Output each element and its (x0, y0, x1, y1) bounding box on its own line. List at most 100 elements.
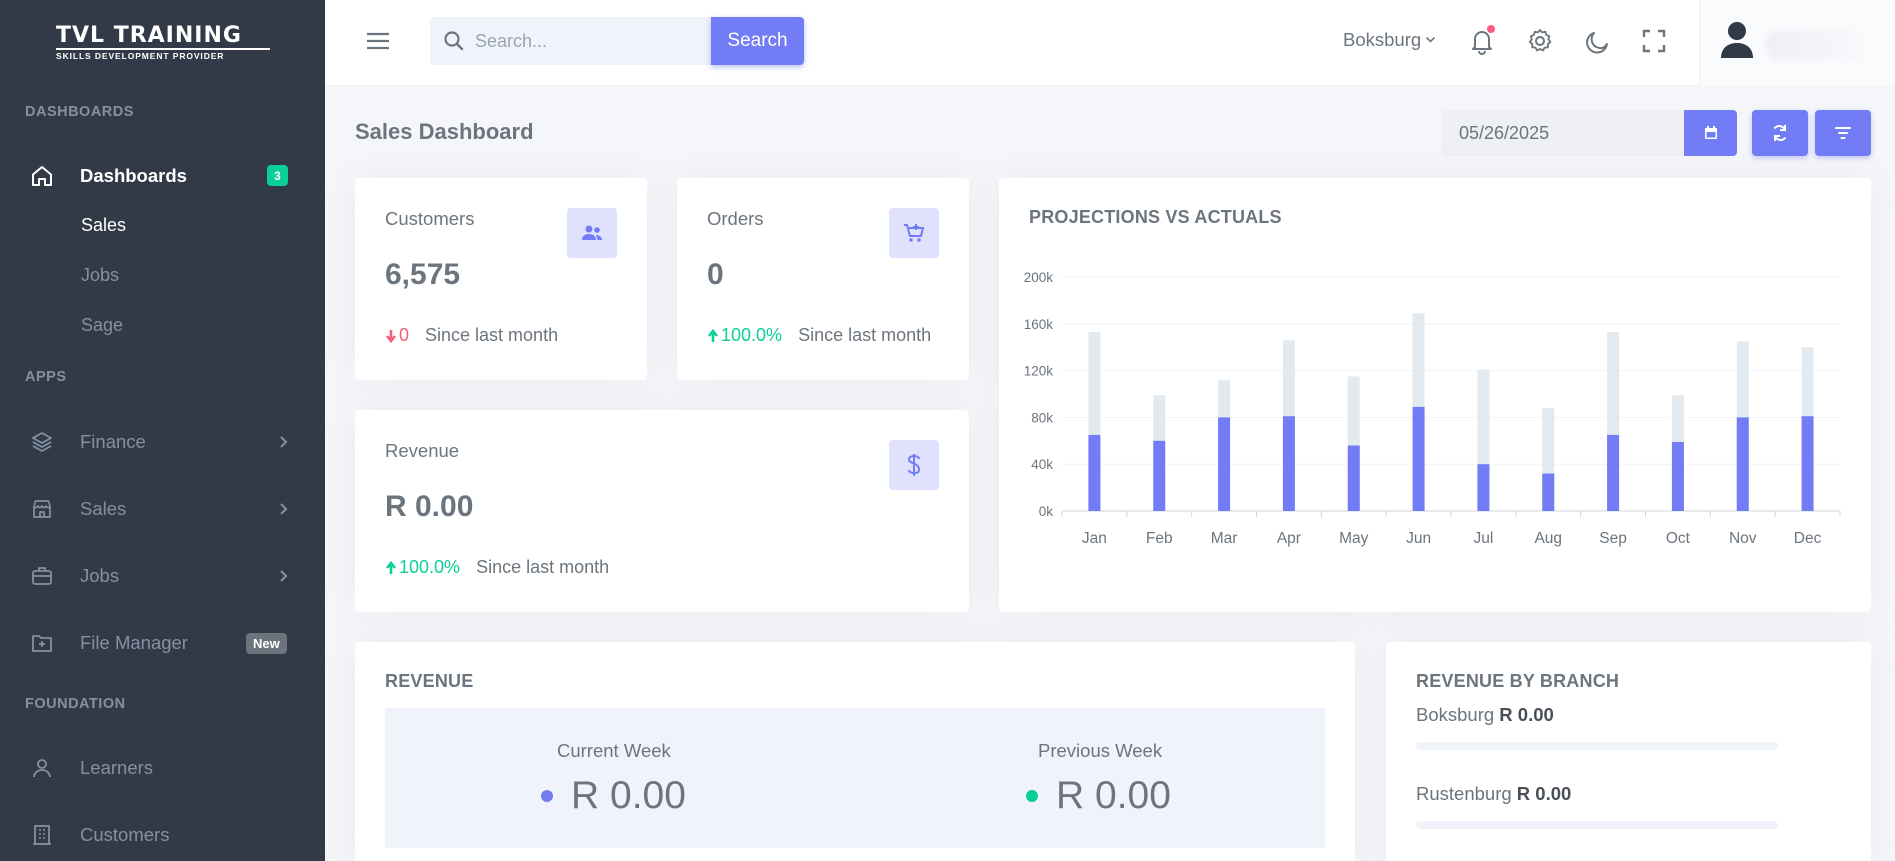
branch-name: Boksburg (1416, 704, 1495, 725)
stat-value: 0 (707, 258, 724, 291)
actual-bar[interactable] (1347, 445, 1360, 511)
sidebar-item-finance[interactable]: Finance (0, 422, 325, 462)
sidebar-item-jobs[interactable]: Jobs (0, 556, 325, 596)
change-indicator: 0 (385, 325, 409, 346)
menu-icon[interactable] (365, 30, 391, 52)
actual-bar[interactable] (1412, 406, 1425, 511)
y-tick-label: 160k (1024, 317, 1054, 332)
y-tick-label: 40k (1031, 457, 1053, 472)
dollar-icon (907, 454, 921, 476)
gear-icon[interactable] (1525, 26, 1555, 56)
stat-footer: 100.0% Since last month (707, 325, 931, 346)
branch-name: Rustenburg (1416, 783, 1512, 804)
previous-week-label: Previous Week (1038, 740, 1163, 761)
revenue-card-title: REVENUE (385, 671, 474, 691)
sidebar-item-label: Customers (80, 824, 170, 845)
stat-value: R 0.00 (385, 490, 474, 523)
x-tick-label: Jun (1406, 530, 1431, 547)
refresh-icon (1773, 125, 1787, 141)
sidebar-subitem-jobs[interactable]: Jobs (81, 265, 120, 285)
search-box (430, 17, 711, 65)
sidebar-item-learners[interactable]: Learners (0, 748, 325, 788)
actual-bar[interactable] (1282, 416, 1295, 511)
layers-icon (32, 432, 52, 452)
branch-value: R 0.00 (1499, 704, 1554, 725)
date-input[interactable] (1441, 110, 1685, 156)
x-tick-label: Mar (1211, 530, 1238, 547)
sidebar-item-dashboards[interactable]: Dashboards 3 (0, 156, 325, 196)
search-input[interactable] (475, 17, 705, 65)
user-menu[interactable] (1699, 0, 1895, 86)
revenue-stat-card: Revenue R 0.00 100.0% Since last month (355, 410, 969, 612)
actual-bar[interactable] (1801, 416, 1814, 511)
briefcase-icon (32, 567, 52, 585)
actual-bar[interactable] (1542, 473, 1555, 511)
user-name-obscured (1766, 30, 1866, 60)
section-title-foundation: FOUNDATION (25, 696, 126, 712)
actual-bar[interactable] (1153, 440, 1166, 511)
section-title-dashboards: DASHBOARDS (25, 104, 134, 120)
chart-title: PROJECTIONS VS ACTUALS (1029, 207, 1282, 227)
y-tick-label: 80k (1031, 410, 1053, 425)
revenue-card: REVENUE Current Week R 0.00 Previous Wee… (355, 642, 1355, 861)
brand-logo[interactable]: TVL TRAINING SKILLS DEVELOPMENT PROVIDER (56, 23, 270, 61)
branch-progress-bar (1416, 742, 1778, 750)
stat-label: Customers (385, 208, 475, 229)
chevron-right-icon (280, 503, 288, 515)
y-tick-label: 0k (1039, 504, 1054, 519)
previous-week-value: R 0.00 (1026, 774, 1171, 818)
actual-bar[interactable] (1736, 417, 1749, 511)
change-indicator: 100.0% (385, 557, 460, 578)
refresh-button[interactable] (1752, 110, 1808, 156)
actual-bar[interactable] (1607, 434, 1620, 511)
since-label: Since last month (798, 325, 932, 345)
x-tick-label: Oct (1666, 530, 1691, 547)
branch-card-title: REVENUE BY BRANCH (1416, 671, 1620, 691)
sidebar-item-customers[interactable]: Customers (0, 815, 325, 855)
current-week-dot (541, 790, 553, 802)
change-value: 100.0% (721, 325, 783, 345)
filter-button[interactable] (1815, 110, 1871, 156)
page-title: Sales Dashboard (355, 119, 534, 144)
actual-bar[interactable] (1218, 417, 1231, 511)
x-tick-label: Feb (1146, 530, 1173, 547)
stat-footer: 100.0% Since last month (385, 557, 609, 578)
stat-value: 6,575 (385, 258, 461, 291)
sidebar-item-file-manager[interactable]: File Manager New (0, 623, 325, 663)
moon-icon[interactable] (1582, 26, 1612, 56)
sidebar-item-label: Learners (80, 757, 154, 778)
actual-bar[interactable] (1671, 441, 1684, 511)
revenue-by-branch-card: REVENUE BY BRANCH Boksburg R 0.00 Rusten… (1386, 642, 1871, 861)
x-tick-label: Nov (1729, 530, 1757, 547)
filter-icon (1835, 127, 1851, 139)
search-button[interactable]: Search (711, 17, 804, 65)
since-label: Since last month (476, 557, 610, 577)
stat-icon-box (567, 208, 617, 258)
arrow-up-icon (707, 328, 719, 342)
actual-bar[interactable] (1477, 464, 1490, 511)
branch-row-rustenburg: Rustenburg R 0.00 (1416, 783, 1571, 805)
sidebar-subitem-sage[interactable]: Sage (81, 315, 124, 335)
sidebar: TVL TRAINING SKILLS DEVELOPMENT PROVIDER… (0, 0, 325, 861)
stat-label: Orders (707, 208, 764, 229)
count-badge: 3 (267, 165, 288, 186)
sidebar-item-sales[interactable]: Sales (0, 489, 325, 529)
bell-icon[interactable] (1467, 26, 1497, 56)
brand-name: TVL TRAINING (56, 23, 242, 48)
stat-icon-box (889, 208, 939, 258)
revenue-summary: Current Week R 0.00 Previous Week R 0.00 (385, 708, 1325, 848)
topbar: Search Boksburg (325, 0, 1895, 86)
notification-dot (1487, 25, 1495, 33)
branch-selector[interactable]: Boksburg (1343, 29, 1436, 51)
branch-row-boksburg: Boksburg R 0.00 (1416, 704, 1554, 726)
branch-value: R 0.00 (1516, 783, 1572, 804)
orders-card: Orders 0 100.0% Since last month (677, 178, 969, 380)
previous-week-amount: R 0.00 (1056, 774, 1171, 817)
actual-bar[interactable] (1088, 434, 1101, 511)
current-week-label: Current Week (557, 740, 671, 761)
sidebar-subitem-sales[interactable]: Sales (81, 215, 127, 235)
fullscreen-icon[interactable] (1639, 26, 1669, 56)
projections-chart-card: PROJECTIONS VS ACTUALS 0k 40k 80k 120k 160k 2… (999, 178, 1871, 612)
home-icon (32, 166, 52, 186)
calendar-button[interactable] (1684, 110, 1737, 156)
